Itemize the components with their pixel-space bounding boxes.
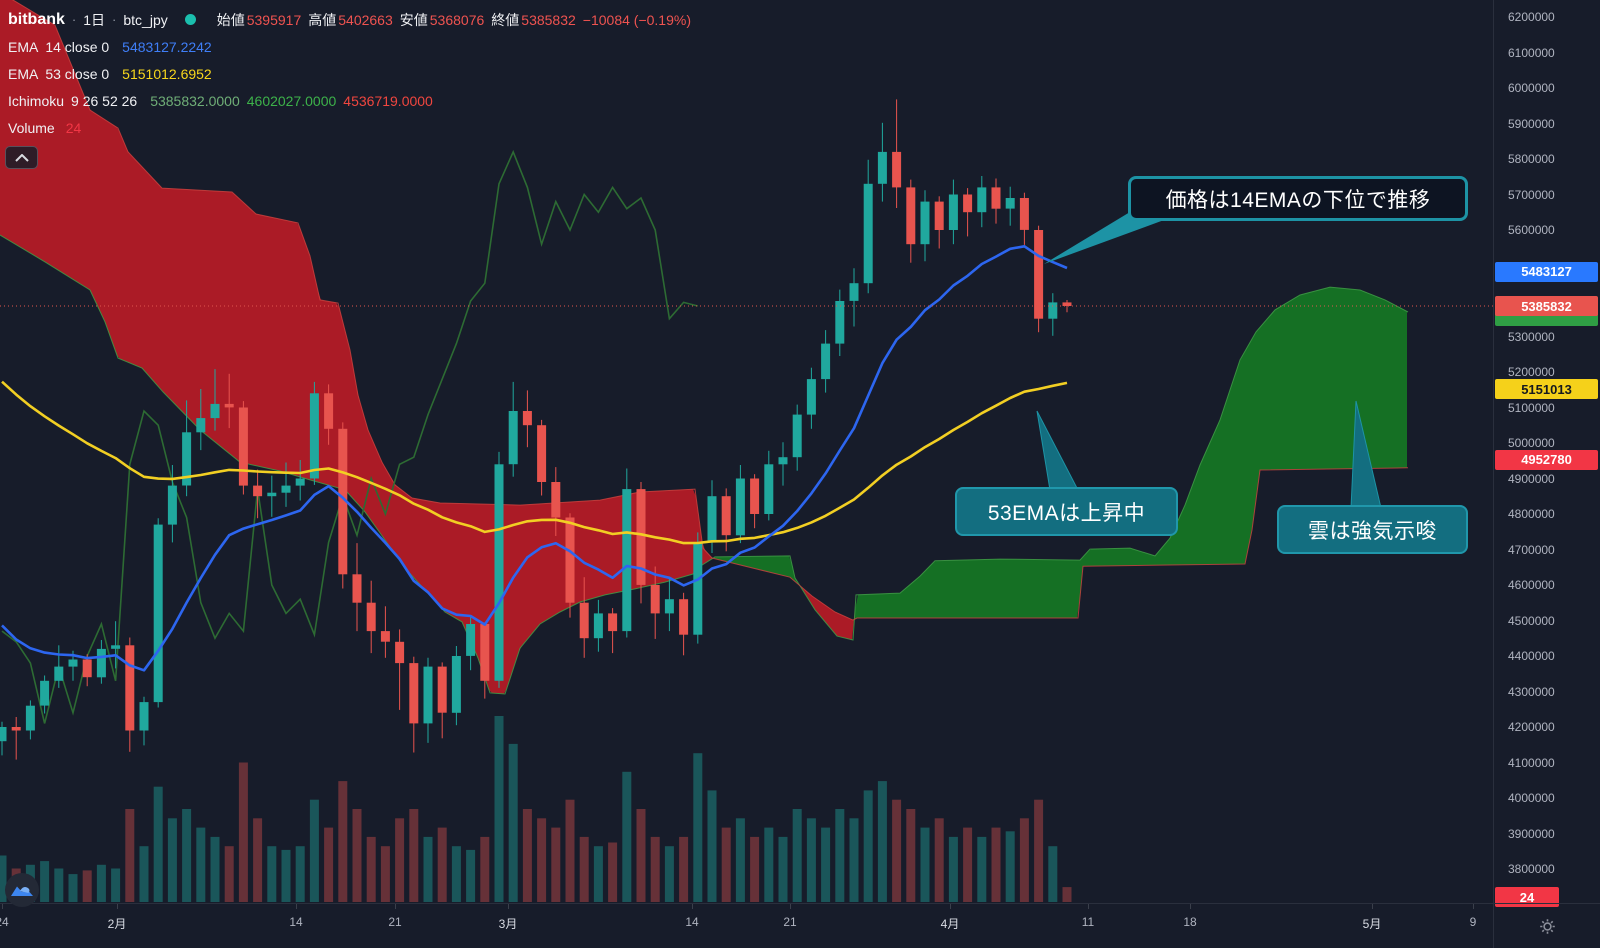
ichimoku-value-3: 4536719.0000 (343, 92, 433, 109)
symbol-name[interactable]: bitbank (8, 10, 65, 28)
separator: · (71, 12, 77, 27)
time-tick-label: 24 (0, 915, 9, 929)
price-badge: 5483127 (1495, 261, 1598, 282)
market-status-icon (184, 14, 196, 25)
price-badge: 5385832 (1495, 296, 1598, 316)
price-tick-label: 4300000 (1508, 684, 1555, 699)
volume-bars (0, 716, 1072, 902)
chart-canvas[interactable] (0, 0, 1493, 903)
price-tick-label: 4000000 (1508, 791, 1555, 805)
price-badge: 5151013 (1495, 379, 1598, 400)
senkou-span-b-line (12, 0, 1409, 621)
time-tick-label: 4月 (940, 917, 960, 931)
gear-icon[interactable] (1539, 918, 1556, 935)
price-tick-label: 3900000 (1508, 826, 1555, 841)
collapse-legend-button[interactable] (5, 146, 38, 169)
chart-legend: bitbank · 1日 · btc_jpy 始値 5395917 高値 54026… (8, 6, 691, 141)
time-tick-label: 3月 (498, 917, 518, 931)
price-tick-label: 5700000 (1508, 187, 1555, 202)
indicator-row-ema53[interactable]: EMA 53 close 0 5151012.6952 (8, 65, 212, 82)
price-tick-label: 4600000 (1508, 578, 1555, 592)
price-badge: 24 (1495, 887, 1559, 907)
price-tick-label: 6000000 (1508, 81, 1555, 95)
pair-label[interactable]: btc_jpy (123, 11, 168, 28)
ichimoku-value-2: 4602027.0000 (246, 92, 337, 109)
close-value: 終値 5385832 (491, 11, 576, 28)
ema53-value: 5151012.6952 (122, 65, 212, 82)
ema53-line[interactable] (1, 380, 1068, 545)
price-tick-label: 3800000 (1508, 862, 1555, 876)
price-tick-label: 4900000 (1508, 471, 1555, 486)
time-axis[interactable]: 24 2月 14 21 3月 14 21 4月 11 18 5月 9 (0, 903, 1493, 948)
low-value: 安値 5368076 (399, 11, 485, 28)
chevron-up-icon (14, 153, 29, 162)
interval-label[interactable]: 1日 (83, 11, 106, 28)
price-tick-label: 5000000 (1508, 436, 1555, 450)
price-tick-label: 6200000 (1508, 10, 1555, 24)
price-tick-label: 5100000 (1508, 400, 1555, 415)
price-tick-label: 4400000 (1508, 649, 1555, 663)
ema14-line[interactable] (1, 245, 1068, 672)
price-tick-label: 5800000 (1508, 152, 1555, 166)
time-tick-label: 21 (388, 915, 402, 929)
time-tick-label: 5月 (1362, 917, 1382, 931)
candlesticks (0, 99, 1072, 760)
annotation-callout-price-below-ema14[interactable]: 価格は14EMAの下位で推移 (1128, 176, 1468, 221)
axis-settings-corner[interactable] (1493, 903, 1600, 948)
time-tick-label: 14 (685, 915, 699, 929)
time-tick-label: 9 (1469, 915, 1477, 929)
indicator-row-volume[interactable]: Volume 24 (8, 119, 82, 136)
price-tick-label: 4200000 (1508, 720, 1555, 734)
volume-value: 24 (65, 119, 82, 136)
price-tick-label: 4700000 (1508, 542, 1555, 557)
separator: · (112, 12, 117, 27)
high-value: 高値 5402663 (308, 11, 393, 28)
annotation-tail-1[interactable] (1044, 212, 1164, 264)
time-tick-label: 14 (289, 915, 303, 929)
time-tick-label: 21 (783, 915, 797, 929)
ema14-value: 5483127.2242 (122, 38, 212, 55)
ichimoku-value-1: 5385832.0000 (150, 92, 240, 109)
time-tick-label: 18 (1183, 915, 1197, 929)
price-tick-label: 6100000 (1508, 45, 1555, 60)
open-value: 始値 5395917 (216, 11, 302, 28)
time-tick-label: 11 (1081, 915, 1095, 929)
symbol-row[interactable]: bitbank · 1日 · btc_jpy 始値 5395917 高値 54026… (8, 6, 691, 33)
annotation-callout-ema53-rising[interactable]: 53EMAは上昇中 (955, 487, 1178, 536)
indicator-row-ichimoku[interactable]: Ichimoku 9 26 52 26 5385832.0000 4602027… (8, 92, 433, 109)
price-tick-label: 4100000 (1508, 755, 1555, 770)
annotation-tail-2[interactable] (1036, 410, 1079, 491)
chikou-span-line (1, 149, 698, 724)
change-value: −10084 (−0.19%) (582, 11, 691, 28)
mountain-photo-icon (5, 873, 39, 907)
price-tick-label: 5200000 (1508, 365, 1555, 379)
price-badge: 4952780 (1495, 449, 1598, 470)
annotation-callout-bullish-cloud[interactable]: 雲は強気示唆 (1277, 505, 1468, 554)
price-tick-label: 5900000 (1508, 116, 1555, 131)
price-tick-label: 4800000 (1508, 507, 1555, 521)
indicator-row-ema14[interactable]: EMA 14 close 0 5483127.2242 (8, 38, 212, 55)
price-axis[interactable]: 6200000 6100000 6000000 5900000 5800000 57000… (1493, 0, 1600, 907)
price-tick-label: 5300000 (1508, 329, 1555, 344)
price-tick-label: 5600000 (1508, 223, 1555, 237)
platform-logo[interactable] (4, 872, 40, 913)
time-tick-label: 2月 (107, 917, 127, 931)
price-tick-label: 4500000 (1508, 613, 1555, 628)
